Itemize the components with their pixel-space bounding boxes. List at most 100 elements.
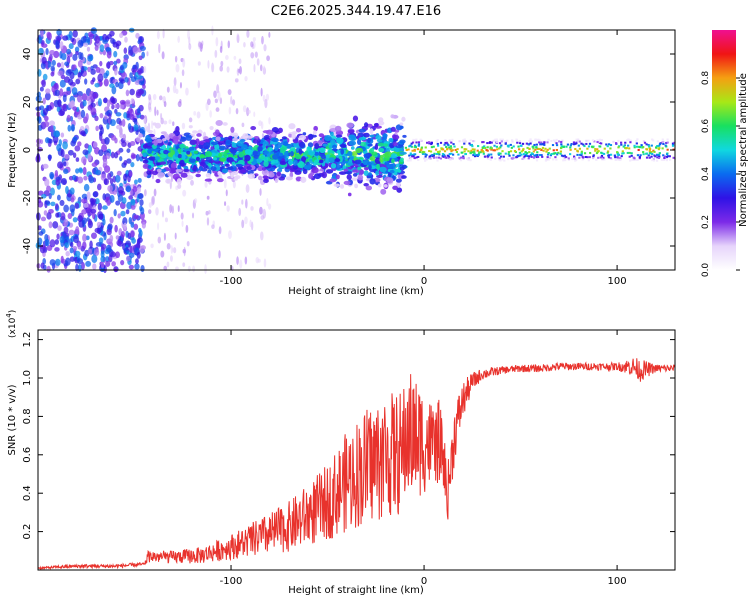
spectrogram-cell: [541, 146, 545, 149]
spectrogram-cell: [602, 152, 606, 155]
spectrogram-cell: [89, 197, 94, 204]
spectrogram-cell: [490, 141, 493, 144]
spectrogram-cell: [60, 52, 67, 61]
spectrogram-cell: [62, 94, 67, 103]
spectrogram-cell: [74, 46, 80, 53]
spectrogram-cell: [87, 55, 93, 62]
spectrogram-cell: [177, 148, 182, 153]
spectrogram-cell: [530, 140, 534, 143]
spectrogram-cell: [121, 197, 127, 204]
spectrogram-cell: [467, 157, 471, 160]
spectrogram-cell: [556, 153, 559, 156]
spectrogram-cell: [477, 153, 480, 156]
spectrogram-cell: [50, 65, 55, 72]
spectrogram-cell: [410, 142, 413, 145]
spectrogram-cell: [41, 193, 47, 199]
spectrogram-cell: [304, 150, 309, 156]
spectrogram-cell: [537, 138, 540, 141]
spectrogram-cell: [603, 147, 606, 150]
spectrogram-cell: [530, 152, 533, 155]
colorbar-label: Normalized spectral amplitude: [738, 73, 749, 227]
spectrogram-cell: [177, 101, 182, 108]
spectrogram-cell: [60, 255, 64, 264]
spectrogram-cell: [534, 148, 537, 151]
spectrogram-cell: [78, 51, 82, 60]
spectrogram-cell: [106, 34, 112, 40]
spectrogram-cell: [551, 144, 555, 147]
spectrogram-cell: [70, 37, 75, 43]
spectrogram-cell: [226, 66, 230, 73]
spectrogram-cell: [486, 146, 489, 149]
spectrogram-cell: [434, 148, 438, 151]
spectrogram-cell: [573, 155, 576, 158]
spectrogram-cell: [232, 99, 236, 106]
spectrogram-cell: [70, 100, 75, 108]
spectrogram-cell: [588, 142, 592, 145]
spectrogram-cell: [59, 79, 66, 88]
spectrogram-cell: [218, 226, 222, 235]
spectrogram-cell: [451, 149, 454, 152]
spectrogram-cell: [554, 139, 557, 142]
spectrogram-cell: [147, 141, 153, 147]
spectrogram-cell: [319, 147, 326, 154]
spectrogram-cell: [594, 149, 597, 152]
spectrogram-cell: [546, 156, 549, 159]
spectrogram-cell: [536, 147, 539, 150]
spectrogram-cell: [132, 185, 138, 193]
spectrogram-cell: [438, 153, 441, 156]
spectrogram-cell: [443, 153, 446, 156]
spectrogram-cell: [544, 147, 547, 150]
spectrogram-cell: [433, 152, 436, 155]
spectrogram-cell: [72, 54, 78, 61]
spectrogram-cell: [116, 124, 122, 130]
spectrogram-cell: [415, 141, 418, 144]
spectrogram-cell: [62, 104, 67, 110]
spectrogram-cell: [177, 153, 182, 159]
spectrogram-cell: [600, 151, 603, 154]
spectrogram-cell: [125, 209, 130, 215]
spectrogram-cell: [335, 134, 343, 138]
spectrogram-cell: [166, 261, 170, 268]
spectrogram-cell: [41, 79, 46, 88]
spectrogram-cell: [563, 157, 566, 160]
spectrogram-cell: [635, 145, 639, 148]
spectrogram-cell: [379, 166, 387, 173]
spectrogram-cell: [98, 149, 104, 157]
spectrogram-cell: [629, 139, 632, 142]
spectrogram-cell: [75, 263, 79, 272]
spectrogram-cell: [294, 153, 302, 160]
spectrogram-cell: [470, 149, 473, 152]
spectrogram-cell: [262, 140, 269, 147]
spectrogram-cell: [666, 141, 669, 144]
spectrogram-cell: [204, 178, 213, 182]
spectrogram-cell: [395, 145, 403, 149]
spectrogram-cell: [302, 132, 307, 136]
spectrogram-cell: [392, 141, 398, 147]
spectrogram-cell: [180, 151, 187, 156]
spectrogram-cell: [169, 204, 173, 214]
spectrogram-cell: [595, 158, 598, 161]
spectrogram-cell: [665, 157, 668, 160]
spectrogram-cell: [340, 148, 345, 155]
spectrogram-cell: [330, 163, 337, 169]
spectrogram-cell: [446, 154, 449, 157]
spectrogram-cell: [92, 92, 98, 99]
spectrogram-cell: [270, 166, 276, 172]
spectrogram-cell: [662, 142, 665, 145]
spectrogram-cell: [402, 134, 407, 138]
spectrogram-cell: [214, 129, 220, 136]
spectrogram-cell: [263, 150, 270, 155]
spectrogram-cell: [509, 150, 513, 153]
spectrogram-cell: [327, 136, 332, 141]
spectrogram-cell: [439, 141, 443, 144]
spectrogram-cell: [430, 141, 433, 144]
spectrogram-cell: [648, 152, 651, 155]
spectrogram-cell: [631, 158, 634, 161]
spectrogram-cell: [651, 159, 654, 162]
spectrogram-cell: [244, 149, 252, 155]
spectrogram-cell: [480, 149, 483, 152]
spectrogram-cell: [500, 140, 503, 143]
spectrogram-cell: [188, 146, 195, 151]
spectrogram-cell: [443, 155, 446, 158]
spectrogram-cell: [616, 153, 619, 156]
